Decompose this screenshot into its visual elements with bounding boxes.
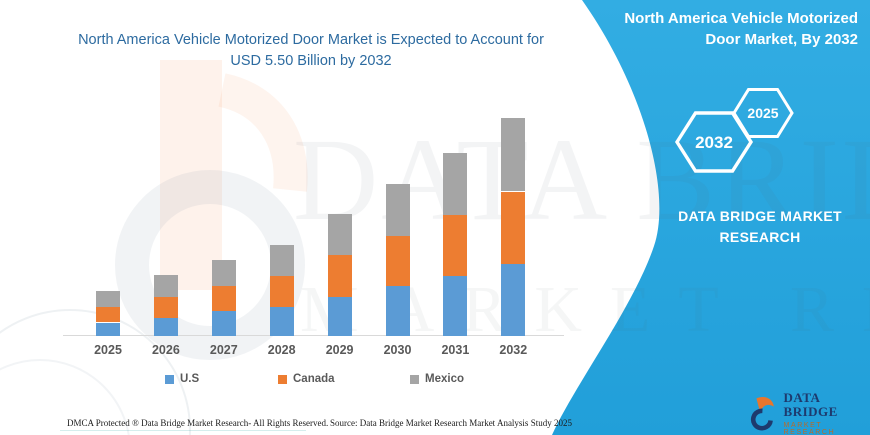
x-axis-label-2028: 2028: [267, 343, 296, 357]
hexagon-2025-label: 2025: [747, 105, 778, 121]
bar-segment-2027-canada: [211, 285, 236, 311]
hexagon-2032: [674, 111, 754, 173]
bar-segment-2027-us: [211, 311, 236, 336]
hexagon-2032-label: 2032: [695, 133, 733, 152]
bar-segment-2030-mexico: [385, 184, 410, 237]
legend-item-canada: Canada: [278, 373, 335, 385]
bar-segment-2032-mexico: [501, 118, 526, 192]
bar-segment-2025-canada: [96, 307, 120, 323]
bar-segment-2028-canada: [269, 275, 294, 307]
forecast-hexagons: 2025 2032: [674, 88, 794, 173]
x-axis-line: [63, 335, 564, 336]
x-axis-label-2025: 2025: [94, 343, 122, 357]
brand-logo: DATA BRIDGE MARKET RESEARCH: [750, 390, 870, 435]
data-bridge-logo-icon: [750, 396, 774, 431]
brand-logo-name: DATA BRIDGE: [783, 390, 838, 420]
bar-segment-2029-us: [327, 297, 352, 336]
bar-segment-2029-canada: [327, 255, 352, 298]
bar-segment-2026-canada: [153, 297, 178, 319]
footer-rule: [60, 430, 306, 431]
legend-swatch-icon: [165, 374, 174, 384]
x-axis-label-2026: 2026: [151, 343, 180, 357]
bar-segment-2030-canada: [385, 236, 410, 287]
bar-segment-2029-mexico: [327, 214, 352, 256]
legend-label: Canada: [293, 373, 335, 385]
bar-segment-2032-canada: [501, 191, 526, 264]
footer-dmca-text: DMCA Protected ® Data Bridge Market Rese…: [67, 418, 329, 428]
bar-segment-2032-us: [501, 263, 526, 336]
bar-segment-2026-us: [153, 318, 178, 336]
brand-name-text: DATA BRIDGE MARKET RESEARCH: [678, 208, 842, 245]
bar-segment-2031-us: [443, 275, 468, 336]
bar-segment-2031-canada: [443, 214, 468, 276]
bar-segment-2028-mexico: [269, 244, 294, 276]
x-axis-label-2027: 2027: [209, 343, 238, 357]
x-axis-label-2032: 2032: [499, 343, 528, 357]
bar-segment-2025-mexico: [96, 290, 120, 308]
bar-segment-2027-mexico: [211, 260, 236, 286]
x-axis-label-2031: 2031: [441, 343, 470, 357]
legend-label: U.S: [180, 373, 200, 385]
bar-segment-2028-us: [269, 306, 294, 336]
footer-source-text: Source: Data Bridge Market Research Mark…: [330, 418, 572, 428]
legend-label: Mexico: [425, 373, 464, 385]
x-axis-label-2030: 2030: [383, 343, 412, 357]
legend-item-us: U.S: [165, 373, 199, 385]
legend-swatch-icon: [410, 374, 419, 384]
x-axis-label-2029: 2029: [325, 343, 354, 357]
brand-logo-tagline: MARKET RESEARCH: [783, 421, 836, 435]
side-panel-title: North America Vehicle Motorized Door Mar…: [624, 10, 858, 48]
legend-item-mexico: Mexico: [410, 373, 464, 385]
bar-segment-2031-mexico: [443, 152, 468, 215]
bar-segment-2026-mexico: [153, 275, 178, 298]
bar-segment-2025-us: [96, 322, 120, 336]
page-title: North America Vehicle Motorized Door Mar…: [78, 32, 544, 70]
bar-segment-2030-us: [385, 286, 410, 336]
legend-swatch-icon: [278, 374, 287, 384]
